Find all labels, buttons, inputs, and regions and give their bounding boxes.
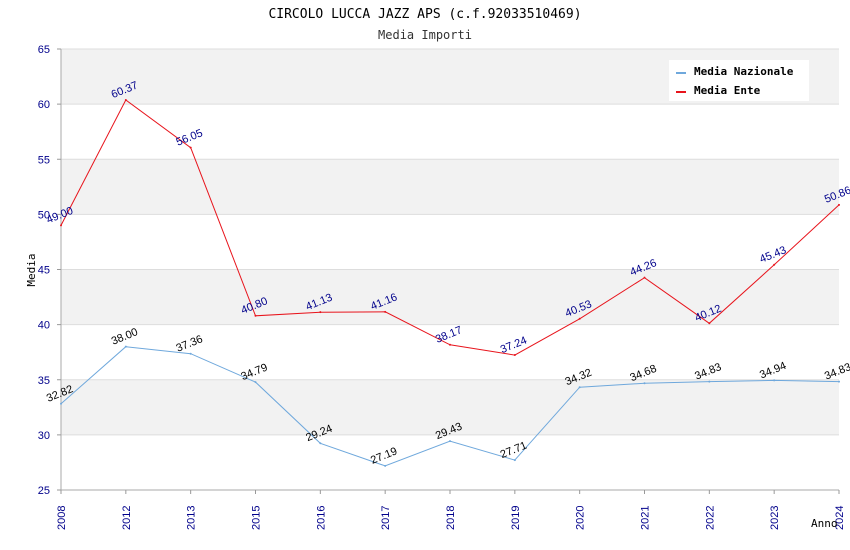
plot-band	[61, 434, 839, 490]
data-point-media-ente	[384, 310, 387, 313]
x-tick-label: 2023	[769, 506, 781, 530]
x-tick-label: 2016	[315, 506, 327, 530]
x-tick-label: 2015	[251, 506, 263, 530]
x-tick-label: 2022	[704, 506, 716, 530]
data-point-media-ente	[838, 203, 840, 206]
y-axis-label: Media	[25, 253, 38, 286]
data-point-media-ente	[449, 343, 451, 346]
plot-band	[61, 379, 839, 435]
plot-band	[61, 214, 839, 270]
y-tick-label: 45	[38, 265, 50, 277]
y-axis-ticks: 25 30 35 40 45 50 55 60 65	[38, 44, 61, 497]
y-tick-label: 25	[38, 485, 50, 497]
x-tick-label: 2018	[445, 506, 457, 530]
legend-box	[669, 60, 809, 101]
y-tick-label: 60	[38, 99, 50, 111]
data-point-media-nazionale	[60, 402, 62, 405]
x-tick-label: 2017	[380, 506, 392, 530]
data-point-media-ente	[60, 224, 62, 227]
y-tick-label: 40	[38, 320, 50, 332]
legend: Media Nazionale Media Ente	[669, 60, 809, 101]
plot-band	[61, 159, 839, 215]
y-tick-label: 65	[38, 44, 50, 56]
y-tick-label: 30	[38, 430, 50, 442]
plot-band	[61, 104, 839, 160]
plot-background	[61, 49, 839, 490]
x-axis-ticks: 2008 2012 2013 2015 2016 2017 2018 2019 2020 2021…	[56, 490, 846, 530]
data-point-media-nazionale	[449, 440, 451, 443]
data-point-media-ente	[643, 276, 646, 279]
data-point-media-nazionale	[708, 380, 711, 383]
x-axis-label: Anno	[811, 517, 838, 530]
data-point-media-ente	[189, 146, 192, 149]
data-point-media-nazionale	[319, 442, 322, 445]
data-point-media-ente	[254, 314, 257, 317]
x-tick-label: 2013	[186, 506, 198, 530]
data-point-media-ente	[319, 311, 322, 314]
data-point-media-nazionale	[838, 380, 840, 383]
chart-title: CIRCOLO LUCCA JAZZ APS (c.f.92033510469)	[268, 7, 581, 22]
legend-label-media-ente: Media Ente	[694, 84, 761, 97]
y-tick-label: 35	[38, 375, 50, 387]
data-point-media-ente	[124, 99, 127, 102]
data-point-media-nazionale	[578, 386, 581, 389]
data-point-media-nazionale	[124, 345, 127, 348]
x-tick-label: 2024	[834, 506, 846, 530]
data-point-media-nazionale	[189, 352, 192, 355]
data-point-media-nazionale	[643, 382, 646, 385]
y-tick-label: 55	[38, 154, 50, 166]
plot-band	[61, 324, 839, 380]
x-tick-label: 2020	[575, 506, 587, 530]
x-tick-label: 2008	[56, 506, 68, 530]
x-tick-label: 2012	[121, 506, 133, 530]
plot-band	[61, 269, 839, 325]
y-tick-label: 50	[38, 209, 50, 221]
data-point-media-nazionale	[773, 379, 776, 382]
data-point-media-ente	[578, 317, 581, 320]
series-lines	[60, 99, 840, 467]
x-tick-label: 2021	[640, 506, 652, 530]
data-point-media-ente	[513, 354, 516, 357]
data-point-media-nazionale	[254, 381, 257, 384]
x-tick-label: 2019	[510, 506, 522, 530]
legend-label-media-nazionale: Media Nazionale	[694, 65, 794, 78]
data-point-media-ente	[773, 263, 776, 266]
chart-subtitle: Media Importi	[378, 28, 472, 42]
data-point-media-nazionale	[513, 459, 516, 462]
data-point-media-nazionale	[384, 464, 387, 467]
data-point-media-ente	[708, 322, 711, 325]
